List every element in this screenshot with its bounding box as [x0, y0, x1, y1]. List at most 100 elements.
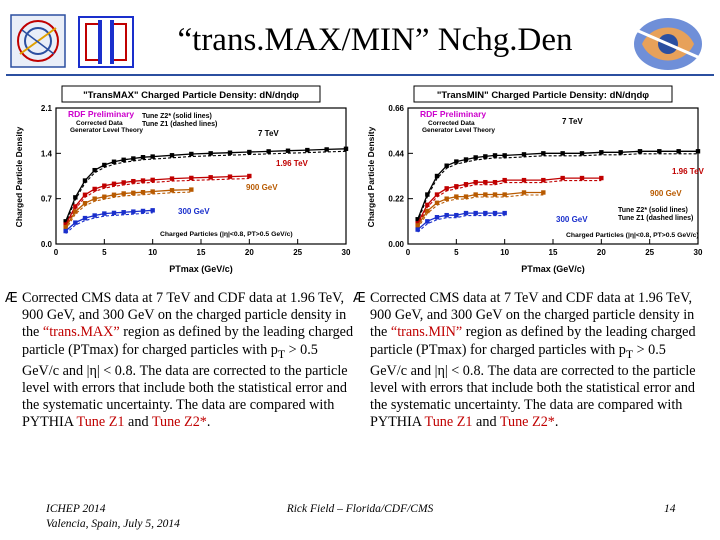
series-line-z1 — [417, 215, 505, 233]
footer-author: Rick Field – Florida/CDF/CMS — [286, 503, 434, 515]
data-point — [111, 210, 117, 216]
caption-text-part: and — [124, 414, 152, 431]
data-point — [521, 152, 527, 157]
data-point — [473, 179, 478, 185]
data-point — [521, 177, 527, 183]
data-point — [657, 149, 662, 154]
x-tick-label: 25 — [293, 248, 302, 257]
x-tick-label: 15 — [197, 248, 206, 257]
y-tick-label: 0.44 — [388, 149, 404, 158]
data-point — [444, 186, 449, 191]
x-axis-label: PTmax (GeV/c) — [521, 264, 585, 274]
data-point — [121, 157, 126, 163]
data-point — [434, 215, 440, 220]
data-point — [131, 190, 136, 196]
series-label: 7 TeV — [562, 117, 583, 126]
chart-transmin-svg: "TransMIN" Charged Particle Density: dN/… — [360, 82, 710, 276]
data-point — [492, 153, 498, 158]
data-point — [599, 150, 604, 155]
series-line-z1 — [65, 177, 250, 228]
data-point — [473, 210, 478, 216]
data-point — [189, 151, 194, 157]
data-point — [425, 192, 430, 197]
data-point — [415, 217, 420, 222]
plot-frame — [407, 107, 699, 245]
y-tick-label: 0.7 — [41, 195, 53, 204]
data-point — [121, 210, 126, 215]
chart-title-box — [413, 85, 673, 103]
data-point — [169, 176, 175, 181]
caption-right-text: Corrected CMS data at 7 TeV and CDF data… — [370, 290, 705, 431]
data-point — [343, 146, 349, 151]
data-point — [92, 167, 97, 173]
data-point — [463, 210, 469, 216]
data-point — [150, 177, 155, 183]
data-point — [425, 208, 430, 214]
plot-frame — [55, 107, 347, 245]
data-point — [63, 222, 68, 227]
region-name: “trans.MIN” — [390, 324, 463, 341]
data-point — [454, 212, 459, 218]
annotation-prelim: RDF Preliminary — [68, 109, 134, 119]
caption-text-part: > 0.5 GeV/c and |η| < 0.8. The data are … — [22, 341, 348, 431]
caption-text-part: > 0.5 GeV/c and |η| < 0.8. The data are … — [370, 341, 696, 431]
data-point — [434, 192, 440, 197]
data-point — [247, 173, 252, 179]
data-point — [425, 219, 430, 224]
x-tick-label: 15 — [549, 248, 558, 257]
x-tick-label: 10 — [148, 248, 157, 257]
data-point — [560, 151, 565, 156]
data-point — [227, 150, 233, 155]
annotation-tune-z1: Tune Z1 (dashed lines) — [618, 215, 693, 222]
data-point — [454, 159, 459, 164]
data-point — [63, 219, 68, 224]
series-line-z1 — [417, 194, 544, 229]
tune-z1-label: Tune Z1 — [424, 414, 473, 431]
caption-text-part: region as defined by the leading charged… — [22, 324, 354, 358]
annotation-cuts: Charged Particles (|η|<0.8, PT>0.5 GeV/c… — [160, 231, 293, 238]
tune-z2-label: Tune Z2* — [151, 414, 207, 431]
annotation-tune-z2: Tune Z2* (solid lines) — [618, 207, 688, 214]
data-point — [121, 180, 126, 185]
data-point — [444, 196, 449, 201]
series-label: 1.96 TeV — [276, 159, 309, 168]
data-point — [247, 149, 252, 155]
data-point — [131, 156, 136, 161]
data-point — [92, 196, 97, 201]
footer-conference-name: ICHEP 2014 — [46, 503, 106, 515]
x-tick-label: 0 — [406, 248, 411, 257]
header-divider — [6, 74, 714, 76]
data-point — [63, 224, 68, 230]
data-point — [131, 209, 136, 214]
series-line-z1 — [417, 153, 698, 222]
data-point — [415, 227, 420, 232]
chart-title-box — [61, 85, 321, 103]
tune-z1-label: Tune Z1 — [76, 414, 125, 431]
data-point — [599, 175, 604, 181]
x-tick-label: 5 — [102, 248, 107, 257]
annotation-prelim: RDF Preliminary — [420, 109, 486, 119]
annotation-generator: Generator Level Theory — [422, 127, 495, 134]
x-axis-label: PTmax (GeV/c) — [169, 264, 233, 274]
series-line-z1 — [417, 180, 602, 227]
annotation-generator: Generator Level Theory — [70, 127, 143, 134]
data-point — [266, 149, 271, 154]
annotation-corrected: Corrected Data — [76, 120, 123, 127]
data-point — [169, 153, 175, 158]
data-point — [150, 189, 155, 194]
data-point — [560, 175, 565, 181]
annotation-tune-z2: Tune Z2* (solid lines) — [142, 113, 212, 120]
chart-transmax: "TransMAX" Charged Particle Density: dN/… — [8, 82, 358, 276]
series-label: 300 GeV — [556, 215, 588, 224]
caption-left: Æ Corrected CMS data at 7 TeV and CDF da… — [5, 290, 357, 431]
data-point — [92, 213, 97, 218]
data-point — [111, 192, 117, 197]
chart-title: "TransMIN" Charged Particle Density: dN/… — [437, 90, 649, 101]
data-point — [189, 187, 194, 192]
slide-header: “trans.MAX/MIN” Nchg.Den — [0, 0, 720, 80]
data-point — [463, 182, 469, 187]
data-point — [102, 194, 107, 199]
data-point — [415, 223, 420, 228]
y-tick-label: 0.0 — [41, 240, 53, 249]
data-point — [454, 194, 459, 199]
